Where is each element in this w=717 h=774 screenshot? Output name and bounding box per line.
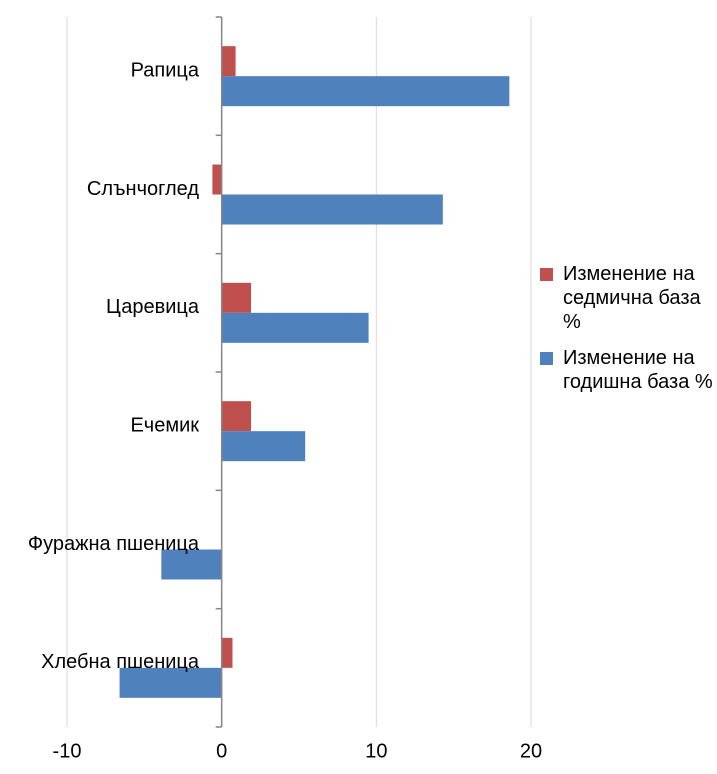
category-label-4: Фуражна пшеница — [28, 533, 200, 555]
bars — [119, 46, 510, 698]
bar-yearly-4 — [161, 549, 222, 580]
category-label-3: Ечемик — [130, 414, 199, 436]
bar-weekly-1 — [212, 164, 222, 195]
legend-swatch-weekly — [540, 268, 553, 281]
gridlines — [66, 17, 532, 727]
bar-weekly-5 — [221, 637, 233, 668]
legend-label-yearly: Изменение на годишна база % — [563, 347, 713, 393]
x-tick-labels: -10 0 10 20 — [53, 740, 543, 762]
x-tick-label-1: 0 — [216, 740, 227, 762]
category-label-5: Хлебна пшеница — [41, 651, 200, 673]
category-axis — [215, 16, 223, 728]
category-label-1: Слънчоглед — [87, 178, 199, 200]
bar-weekly-2 — [221, 282, 252, 313]
bar-yearly-2 — [221, 312, 369, 343]
bar-weekly-0 — [221, 46, 236, 77]
category-label-0: Рапица — [131, 59, 200, 81]
bar-yearly-0 — [221, 76, 510, 107]
category-label-2: Царевица — [106, 296, 200, 318]
legend: Изменение на седмична база % Изменение н… — [540, 262, 715, 406]
legend-item-weekly: Изменение на седмична база % — [540, 262, 715, 334]
x-tick-label-3: 20 — [520, 740, 542, 762]
legend-label-weekly: Изменение на седмична база % — [563, 263, 701, 333]
x-tick-label-2: 10 — [365, 740, 387, 762]
legend-swatch-yearly — [540, 352, 553, 365]
legend-item-yearly: Изменение на годишна база % — [540, 346, 715, 394]
bar-yearly-1 — [221, 194, 443, 225]
category-labels: Рапица Слънчоглед Царевица Ечемик Фуражна пш… — [28, 59, 200, 673]
bar-yearly-5 — [119, 667, 222, 698]
bar-weekly-3 — [221, 401, 252, 432]
x-tick-label-0: -10 — [53, 740, 82, 762]
bar-yearly-3 — [221, 431, 306, 462]
